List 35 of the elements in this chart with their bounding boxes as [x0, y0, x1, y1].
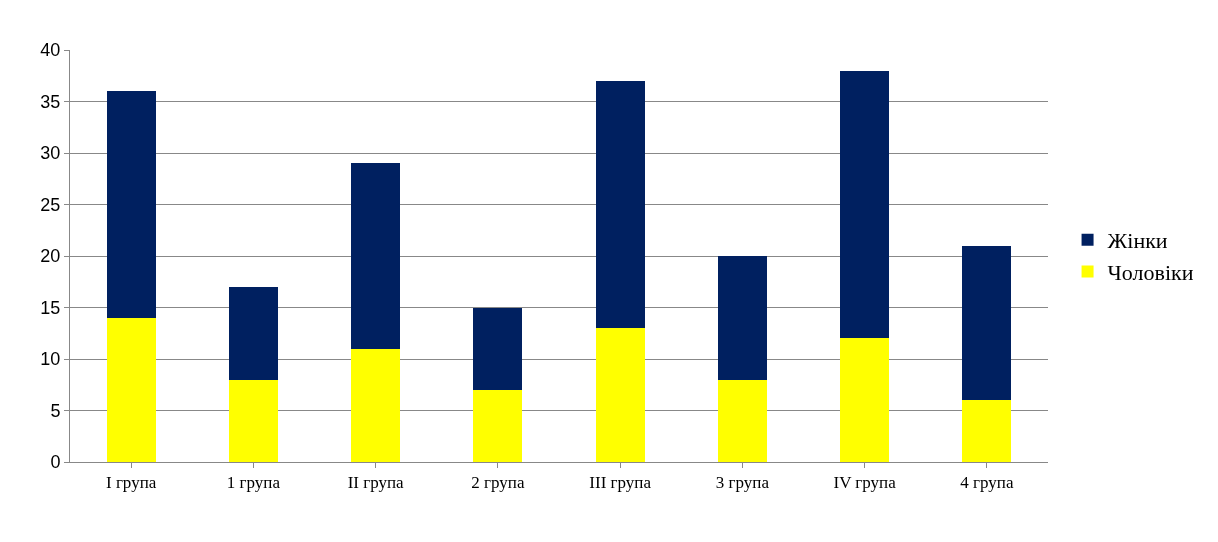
- bar: [228, 379, 278, 462]
- bar: [962, 245, 1012, 401]
- bar: [717, 256, 767, 380]
- bar: [106, 91, 156, 318]
- y-tick-label: 25: [40, 194, 61, 215]
- legend-label: Жінки: [1107, 228, 1168, 254]
- bar: [840, 338, 890, 462]
- x-tick-label: 4 група: [960, 473, 1014, 493]
- bar: [962, 400, 1012, 462]
- bar: [473, 307, 523, 390]
- bar: [473, 389, 523, 462]
- y-tick-label: 20: [40, 246, 61, 267]
- x-tick-label: 3 група: [715, 473, 770, 493]
- bar: [351, 348, 401, 462]
- y-tick-label: 0: [50, 452, 61, 473]
- y-tick-label: 30: [40, 143, 61, 164]
- x-tick-label: 1 група: [226, 473, 281, 493]
- x-tick-label: II група: [347, 473, 405, 493]
- bar: [595, 328, 645, 462]
- bar: [595, 80, 645, 329]
- bar: [228, 286, 278, 380]
- x-tick-label: IV група: [833, 473, 897, 493]
- x-tick-label: III група: [589, 473, 652, 493]
- x-tick-label: 2 група: [471, 473, 525, 493]
- y-tick-label: 10: [40, 349, 61, 370]
- legend-label: Чоловіки: [1107, 259, 1194, 285]
- bar: [351, 163, 401, 349]
- bar: [717, 379, 767, 462]
- y-tick-label: 5: [50, 400, 61, 421]
- x-tick-label: I група: [105, 473, 157, 493]
- bar: [840, 70, 890, 339]
- y-tick-label: 15: [40, 297, 61, 318]
- bar: [106, 317, 156, 462]
- y-tick-label: 35: [40, 91, 61, 112]
- y-tick-label: 40: [40, 40, 61, 61]
